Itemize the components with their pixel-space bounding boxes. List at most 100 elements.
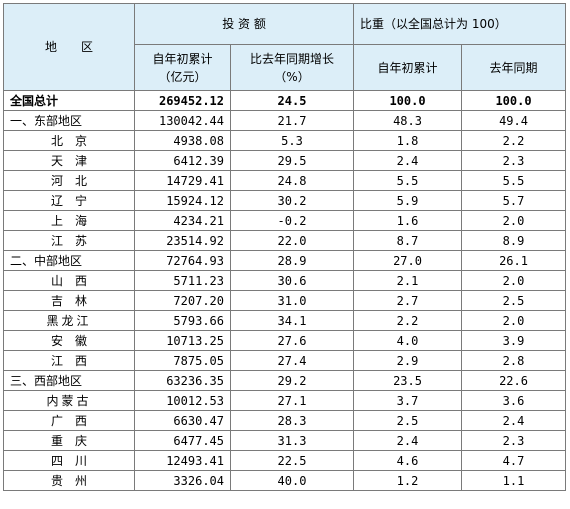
region-name: 三、西部地区	[3, 370, 135, 391]
growth-cell: 29.5	[229, 150, 355, 171]
table-row: 安徽 10713.25 27.6 4.0 3.9	[3, 330, 567, 351]
share-last-year-cell: 8.9	[461, 230, 567, 251]
share-cell: 4.0	[353, 330, 463, 351]
amount-cell: 63236.35	[134, 370, 231, 391]
share-cell: 2.5	[353, 410, 463, 431]
header-share: 比重（以全国总计为 100）	[353, 3, 567, 45]
amount-cell: 10713.25	[134, 330, 231, 351]
share-last-year-cell: 2.0	[461, 270, 567, 291]
share-cell: 27.0	[353, 250, 463, 271]
amount-cell: 6412.39	[134, 150, 231, 171]
amount-cell: 72764.93	[134, 250, 231, 271]
growth-cell: 27.4	[229, 350, 355, 371]
share-last-year-cell: 5.7	[461, 190, 567, 211]
share-cell: 4.6	[353, 450, 463, 471]
share-cell: 8.7	[353, 230, 463, 251]
region-name: 山西	[3, 270, 135, 291]
table-row: 上海 4234.21 -0.2 1.6 2.0	[3, 210, 567, 231]
region-name: 一、东部地区	[3, 110, 135, 131]
share-cell: 2.4	[353, 150, 463, 171]
table-row: 内蒙古 10012.53 27.1 3.7 3.6	[3, 390, 567, 411]
share-cell: 23.5	[353, 370, 463, 391]
growth-cell: 24.8	[229, 170, 355, 191]
growth-cell: 30.6	[229, 270, 355, 291]
table-row: 河北 14729.41 24.8 5.5 5.5	[3, 170, 567, 191]
header-cumulative-unit: （亿元）	[158, 69, 207, 84]
amount-cell: 4234.21	[134, 210, 231, 231]
growth-cell: 40.0	[229, 470, 355, 491]
amount-cell: 12493.41	[134, 450, 231, 471]
share-last-year-cell: 2.3	[461, 150, 567, 171]
region-name: 黑龙江	[3, 310, 135, 331]
share-last-year-cell: 2.0	[461, 210, 567, 231]
region-name: 北京	[3, 130, 135, 151]
growth-cell: 5.3	[229, 130, 355, 151]
table-row: 山西 5711.23 30.6 2.1 2.0	[3, 270, 567, 291]
amount-cell: 6630.47	[134, 410, 231, 431]
growth-cell: 27.1	[229, 390, 355, 411]
table-row: 全国总计 269452.12 24.5 100.0 100.0	[3, 90, 567, 111]
region-name: 二、中部地区	[3, 250, 135, 271]
region-name: 重庆	[3, 430, 135, 451]
region-name: 上海	[3, 210, 135, 231]
growth-cell: 24.5	[229, 90, 355, 111]
header-growth-unit: （%）	[274, 69, 310, 84]
table-row: 贵州 3326.04 40.0 1.2 1.1	[3, 470, 567, 491]
share-cell: 2.7	[353, 290, 463, 311]
amount-cell: 269452.12	[134, 90, 231, 111]
header-cumulative-label: 自年初累计	[152, 51, 213, 66]
region-name: 河北	[3, 170, 135, 191]
amount-cell: 130042.44	[134, 110, 231, 131]
share-cell: 3.7	[353, 390, 463, 411]
region-name: 安徽	[3, 330, 135, 351]
table-row: 天津 6412.39 29.5 2.4 2.3	[3, 150, 567, 171]
amount-cell: 6477.45	[134, 430, 231, 451]
share-last-year-cell: 3.9	[461, 330, 567, 351]
header-region: 地 区	[3, 3, 135, 91]
region-name: 吉林	[3, 290, 135, 311]
growth-cell: 22.5	[229, 450, 355, 471]
table-row: 黑龙江 5793.66 34.1 2.2 2.0	[3, 310, 567, 331]
share-cell: 1.2	[353, 470, 463, 491]
header-investment: 投 资 额	[133, 3, 355, 45]
region-name: 内蒙古	[3, 390, 135, 411]
region-name: 贵州	[3, 470, 135, 491]
share-cell: 2.9	[353, 350, 463, 371]
amount-cell: 15924.12	[134, 190, 231, 211]
share-last-year-cell: 2.2	[461, 130, 567, 151]
share-cell: 5.9	[353, 190, 463, 211]
amount-cell: 7875.05	[134, 350, 231, 371]
growth-cell: 29.2	[229, 370, 355, 391]
region-name: 广西	[3, 410, 135, 431]
growth-cell: 31.0	[229, 290, 355, 311]
growth-cell: -0.2	[229, 210, 355, 231]
table-row: 江苏 23514.92 22.0 8.7 8.9	[3, 230, 567, 251]
region-name: 天津	[3, 150, 135, 171]
table-body: 全国总计 269452.12 24.5 100.0 100.0 一、东部地区 130042.…	[3, 90, 567, 491]
amount-cell: 14729.41	[134, 170, 231, 191]
growth-cell: 34.1	[229, 310, 355, 331]
growth-cell: 21.7	[229, 110, 355, 131]
table-row: 辽宁 15924.12 30.2 5.9 5.7	[3, 190, 567, 211]
share-last-year-cell: 5.5	[461, 170, 567, 191]
share-last-year-cell: 22.6	[461, 370, 567, 391]
header-share-cumulative: 自年初累计	[353, 44, 463, 91]
share-last-year-cell: 3.6	[461, 390, 567, 411]
growth-cell: 27.6	[229, 330, 355, 351]
growth-cell: 22.0	[229, 230, 355, 251]
investment-table: 地 区 投 资 额 比重（以全国总计为 100） 自年初累计 （亿元） 比去年同…	[3, 3, 567, 491]
share-last-year-cell: 26.1	[461, 250, 567, 271]
growth-cell: 28.9	[229, 250, 355, 271]
table-row: 广西 6630.47 28.3 2.5 2.4	[3, 410, 567, 431]
table-row: 北京 4938.08 5.3 1.8 2.2	[3, 130, 567, 151]
amount-cell: 10012.53	[134, 390, 231, 411]
growth-cell: 28.3	[229, 410, 355, 431]
header-growth: 比去年同期增长 （%）	[229, 44, 355, 91]
header-growth-label: 比去年同期增长	[250, 51, 335, 66]
share-cell: 100.0	[353, 90, 463, 111]
share-last-year-cell: 2.5	[461, 290, 567, 311]
amount-cell: 7207.20	[134, 290, 231, 311]
share-last-year-cell: 4.7	[461, 450, 567, 471]
region-name: 江苏	[3, 230, 135, 251]
amount-cell: 5711.23	[134, 270, 231, 291]
